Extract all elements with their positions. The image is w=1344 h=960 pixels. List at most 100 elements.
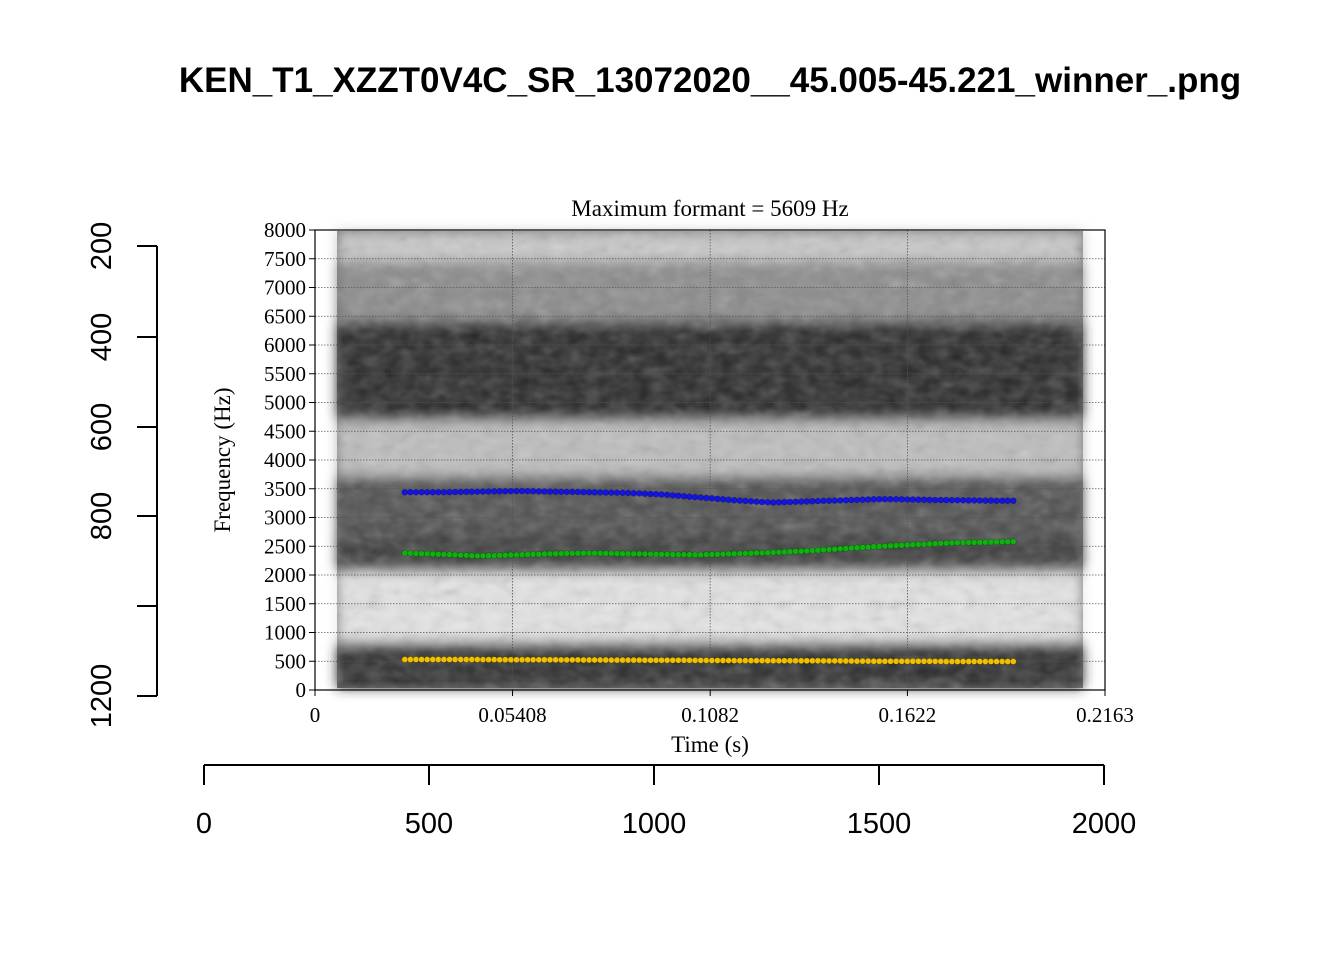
formant-point bbox=[864, 543, 872, 551]
formant-point bbox=[451, 656, 459, 663]
formant-point bbox=[635, 550, 643, 558]
formant-point bbox=[954, 539, 961, 547]
formant-point bbox=[591, 488, 598, 496]
formant-point bbox=[513, 656, 520, 664]
outer-y-axis: 200 400 600 800 1200 bbox=[86, 222, 158, 729]
formant-point bbox=[513, 551, 520, 559]
formant-point bbox=[557, 656, 565, 664]
formant-point bbox=[697, 657, 705, 664]
formant-point bbox=[769, 549, 777, 556]
formant-point bbox=[574, 656, 582, 664]
formant-point bbox=[948, 496, 956, 504]
formant-point bbox=[931, 540, 939, 548]
formant-point bbox=[680, 656, 688, 664]
formant-point bbox=[418, 656, 425, 663]
formant-point bbox=[769, 499, 777, 506]
formant-point bbox=[557, 550, 565, 557]
formant-point bbox=[608, 489, 615, 496]
formant-point bbox=[814, 497, 822, 505]
formant-point bbox=[596, 549, 604, 557]
formant-point bbox=[781, 657, 788, 665]
formant-point bbox=[714, 657, 721, 664]
formant-point bbox=[976, 497, 984, 504]
formant-point bbox=[507, 656, 515, 664]
formant-point bbox=[859, 496, 866, 504]
formant-point bbox=[853, 496, 861, 504]
formant-point bbox=[468, 488, 476, 496]
formant-point bbox=[993, 658, 1000, 665]
formant-point bbox=[423, 550, 431, 558]
grid bbox=[315, 230, 1105, 690]
formant-point bbox=[1004, 658, 1012, 665]
y-tick-label: 1500 bbox=[264, 592, 306, 616]
formant-point bbox=[786, 657, 794, 665]
outer-y-tick-label: 400 bbox=[86, 313, 118, 361]
formant-point bbox=[730, 496, 738, 504]
formant-point bbox=[887, 542, 894, 550]
formant-point bbox=[842, 545, 850, 552]
formant-point bbox=[736, 657, 744, 664]
formant-point bbox=[675, 656, 682, 664]
x-tick-label: 0.1082 bbox=[681, 703, 739, 727]
formant-point bbox=[669, 551, 677, 558]
formant-point bbox=[585, 549, 593, 557]
formant-point bbox=[524, 551, 532, 558]
formant-point bbox=[401, 656, 409, 663]
formant-point bbox=[507, 551, 515, 559]
formant-point bbox=[976, 658, 984, 665]
formant-point bbox=[490, 656, 498, 663]
formant-point bbox=[982, 658, 989, 665]
formant-point bbox=[440, 551, 448, 558]
formant-point bbox=[457, 551, 465, 559]
y-tick-label: 8000 bbox=[264, 218, 306, 242]
formant-point bbox=[429, 550, 437, 558]
formant-point bbox=[663, 551, 671, 558]
formant-point bbox=[842, 496, 850, 504]
formant-point bbox=[568, 656, 576, 664]
formant-point bbox=[591, 656, 598, 664]
formant-point bbox=[702, 551, 710, 558]
formant-point bbox=[708, 551, 716, 558]
y-tick-label: 7000 bbox=[264, 276, 306, 300]
y-tick-label: 3000 bbox=[264, 506, 306, 530]
formant-point bbox=[585, 656, 593, 664]
formant-point bbox=[814, 657, 822, 665]
formant-point bbox=[920, 496, 928, 504]
formant-point bbox=[708, 657, 716, 664]
formant-point bbox=[892, 495, 900, 503]
formant-point bbox=[725, 657, 732, 664]
y-tick-label: 500 bbox=[275, 649, 307, 673]
formant-point bbox=[903, 657, 911, 665]
formant-point bbox=[848, 657, 855, 665]
formant-point bbox=[775, 657, 783, 665]
y-tick-label: 6500 bbox=[264, 304, 306, 328]
formant-point bbox=[546, 550, 554, 558]
formant-point bbox=[775, 548, 783, 556]
formant-point bbox=[730, 550, 738, 558]
formant-point bbox=[490, 488, 498, 495]
formant-point bbox=[652, 656, 660, 664]
formant-point bbox=[998, 658, 1006, 665]
formant-point bbox=[434, 550, 442, 558]
formant-point bbox=[552, 488, 559, 496]
formant-point bbox=[568, 488, 576, 496]
x-tick-label: 0 bbox=[310, 703, 321, 727]
formant-point bbox=[959, 658, 967, 665]
formant-point bbox=[864, 657, 872, 665]
outer-y-tick-label: 1200 bbox=[86, 664, 118, 729]
outer-x-tick-label: 500 bbox=[405, 808, 453, 840]
formant-point bbox=[669, 656, 677, 664]
formant-point bbox=[451, 488, 459, 496]
formant-point bbox=[965, 539, 973, 546]
y-tick-label: 0 bbox=[296, 678, 307, 702]
formant-point bbox=[814, 546, 822, 554]
formant-point bbox=[853, 544, 861, 552]
formant-point bbox=[457, 488, 465, 496]
formant-point bbox=[608, 656, 615, 664]
formant-point bbox=[954, 496, 961, 504]
formant-point bbox=[434, 656, 442, 663]
formant-point bbox=[462, 656, 470, 663]
formant-point bbox=[546, 656, 554, 664]
formant-point bbox=[574, 488, 582, 496]
formant-point bbox=[970, 539, 978, 546]
